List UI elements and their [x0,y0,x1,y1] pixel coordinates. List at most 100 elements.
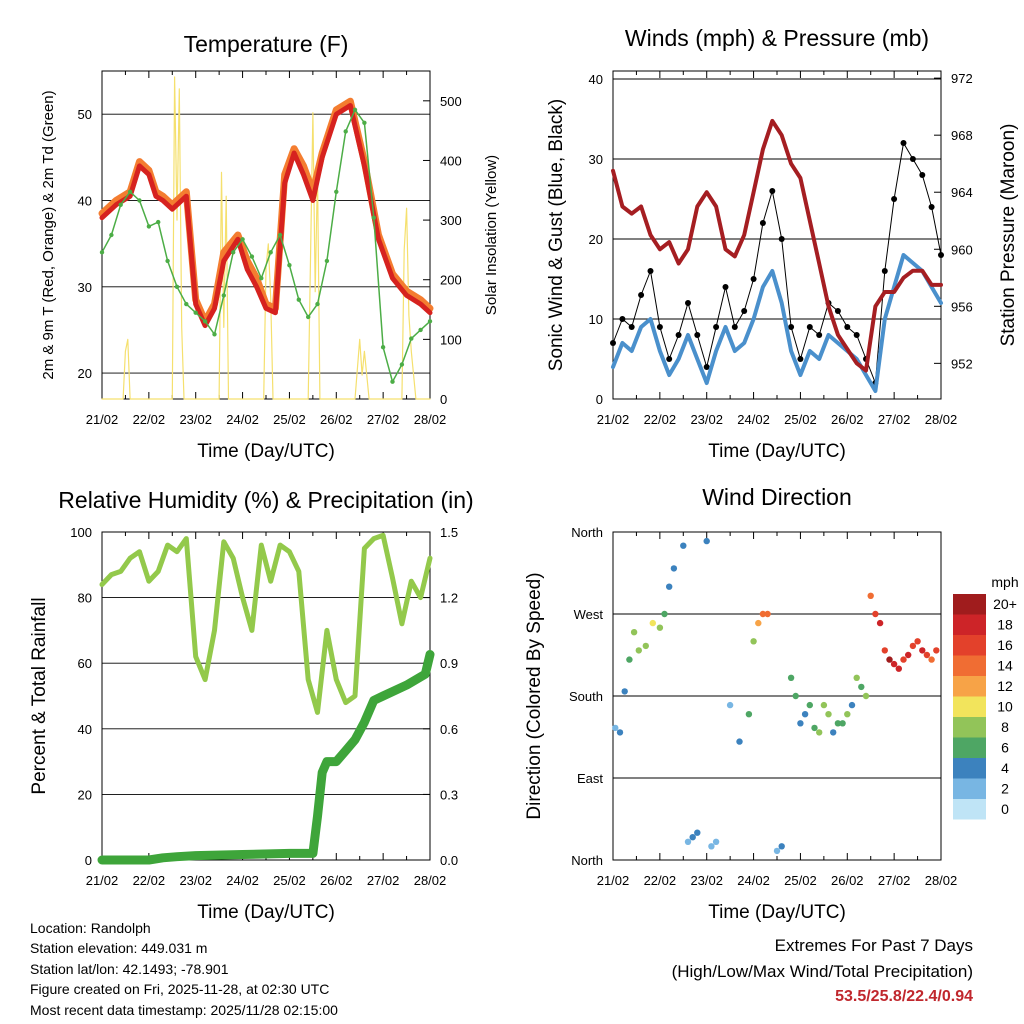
direction-point [895,665,902,672]
y-right-axis-label: Station Pressure (Maroon) [998,124,1019,347]
direction-point [806,701,813,709]
direction-point [612,724,619,732]
y-tick-label: 20 [78,366,92,381]
created-text: Figure created on Fri, 2025-11-28, at 02… [30,981,330,998]
gust-point [881,268,888,274]
chart-title: Relative Humidity (%) & Precipitation (i… [58,487,473,513]
x-axis-label: Time (Day/UTC) [708,902,846,923]
x-tick-label: 21/02 [86,412,119,427]
gust-line [612,142,942,384]
pressure-line [611,118,943,373]
dewpoint-point [352,107,358,113]
gust-point [666,356,673,362]
direction-point [797,720,804,727]
chart-title: Temperature (F) [184,31,349,57]
x-tick-label: 24/02 [737,873,770,888]
dewpoint-point [259,276,264,281]
chart-title: Wind Direction [702,484,852,510]
gust-point [713,324,720,330]
dewpoint-point [127,189,133,194]
gust-point [844,324,851,330]
dewpoint-point [380,345,386,350]
gust-point [685,300,691,306]
y-axis-label: Percent & Total Rainfall [29,597,50,794]
y-right-tick-label: 1.5 [440,525,458,540]
direction-point [848,701,856,709]
colorbar-swatch [953,799,986,820]
colorbar-swatch [953,614,986,635]
direction-point [635,647,642,654]
direction-point [900,656,907,663]
dewpoint-point [231,250,236,255]
direction-point [919,647,926,654]
direction-point [666,583,673,590]
x-tick-label: 25/02 [784,412,817,427]
x-axis-label: Time (Day/UTC) [708,441,846,462]
y-tick-label: 20 [589,232,603,247]
gust-point [619,316,626,322]
colorbar-title: mph [991,574,1018,590]
x-tick-label: 27/02 [878,873,911,888]
direction-point [816,729,823,736]
direction-point [820,701,828,709]
gust-point [750,276,757,282]
y-tick-label: 100 [70,525,92,540]
colorbar-swatch [953,778,986,799]
y-right-tick-label: 968 [951,128,973,143]
x-tick-label: 22/02 [133,873,166,888]
y-right-tick-label: 500 [440,94,462,109]
colorbar-swatch [953,696,986,717]
gust-point [759,220,766,226]
dewpoint-point [306,314,311,320]
dewpoint-point [296,297,301,302]
dewpoint-point [202,319,208,324]
x-axis-label: Time (Day/UTC) [197,441,335,462]
latlon-text: Station lat/lon: 42.1493; -78.901 [30,960,229,977]
x-tick-label: 24/02 [226,412,259,427]
y-tick-label: 30 [589,152,603,167]
dewpoint-point [212,332,217,337]
solar-insolation-line [101,76,431,400]
gust-point [647,268,654,274]
gust-point [638,292,645,298]
direction-point [630,629,638,636]
direction-point [844,711,851,718]
x-tick-label: 21/02 [597,412,630,427]
direction-point [689,834,696,841]
direction-point [712,838,720,845]
x-tick-label: 21/02 [597,873,630,888]
x-tick-label: 23/02 [690,873,723,888]
colorbar-label: 16 [997,637,1013,653]
y-right-tick-label: 960 [951,242,973,257]
direction-point [886,656,893,663]
direction-point [792,692,799,700]
colorbar-swatch [953,758,986,779]
direction-point [703,537,710,545]
y-right-tick-label: 200 [440,273,462,288]
gust-point [834,308,841,314]
gust-point [722,284,729,290]
direction-point [708,843,715,850]
colorbar-label: 12 [997,678,1013,694]
y-tick-label: North [571,853,603,868]
dewpoint-point [240,237,245,242]
y-tick-label: 0 [85,853,92,868]
y-tick-label: West [574,607,604,622]
dewpoint-point [249,254,255,259]
x-tick-label: 28/02 [925,873,958,888]
dewpoint-point [418,327,423,333]
dewpoint-point [184,301,189,307]
gust-point [900,140,907,146]
y-right-tick-label: 956 [951,299,973,314]
y-right-tick-label: 300 [440,213,462,228]
dewpoint-point [174,284,180,289]
direction-point [656,624,664,631]
x-tick-label: 27/02 [878,412,911,427]
direction-point [773,847,781,855]
direction-point [853,674,860,681]
colorbar-label: 8 [1001,719,1009,735]
direction-point [890,660,898,668]
gust-point [731,324,738,330]
colorbar-label: 2 [1001,781,1009,797]
